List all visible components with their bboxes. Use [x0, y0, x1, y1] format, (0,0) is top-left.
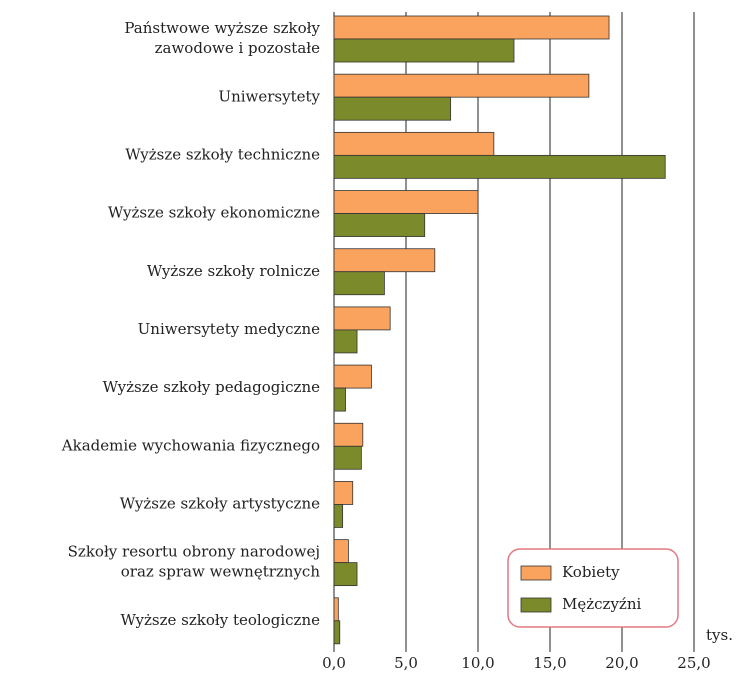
- x-tick-label: 25,0: [677, 654, 710, 672]
- bar: [333, 445, 362, 470]
- y-tick-label: Wyższe szkoły artystyczne: [120, 495, 320, 513]
- y-tick-label: Wyższe szkoły techniczne: [125, 145, 320, 163]
- y-tick-label: Akademie wychowania fizycznego: [61, 436, 320, 454]
- y-tick-label: Uniwersytety: [218, 87, 320, 105]
- legend-label: Kobiety: [562, 563, 620, 581]
- legend-box: [507, 548, 679, 628]
- bar: [333, 96, 452, 121]
- bar: [333, 306, 391, 331]
- bar: [333, 73, 590, 98]
- bar: [333, 481, 354, 505]
- bar: [333, 154, 666, 179]
- y-tick-label: Wyższe szkoły rolnicze: [147, 262, 320, 280]
- x-tick-label: 20,0: [605, 654, 638, 672]
- bar: [333, 387, 346, 412]
- y-tick-label: Wyższe szkoły teologiczne: [120, 611, 320, 629]
- bar: [333, 504, 344, 528]
- bar: [333, 539, 349, 564]
- bar: [333, 422, 364, 447]
- bar: [333, 271, 385, 296]
- legend-swatch: [520, 565, 552, 581]
- bar: [333, 597, 339, 622]
- bar: [333, 213, 426, 237]
- x-axis-label: tys.: [706, 626, 733, 644]
- x-tick-label: 0,0: [322, 654, 346, 672]
- legend-swatch: [520, 597, 552, 613]
- bar: [333, 15, 610, 40]
- x-tick-label: 15,0: [533, 654, 566, 672]
- y-tick-label: Państwowe wyższe szkoły zawodowe i pozost…: [124, 19, 320, 57]
- x-tick-label: 5,0: [394, 654, 418, 672]
- bar: [333, 329, 358, 354]
- bar: [333, 131, 495, 156]
- bar: [333, 248, 436, 273]
- bar: [333, 620, 341, 645]
- y-tick-label: Wyższe szkoły pedagogiczne: [103, 378, 321, 396]
- y-tick-label: Wyższe szkoły ekonomiczne: [108, 204, 320, 222]
- x-tick-label: 10,0: [461, 654, 494, 672]
- bar: [333, 364, 372, 389]
- bar: [333, 562, 358, 587]
- bar: [333, 190, 479, 214]
- y-tick-label: Szkoły resortu obrony narodowej oraz spra…: [68, 543, 321, 581]
- y-tick-label: Uniwersytety medyczne: [138, 320, 320, 338]
- bar: [333, 38, 515, 63]
- legend-label: Mężczyźni: [562, 595, 641, 613]
